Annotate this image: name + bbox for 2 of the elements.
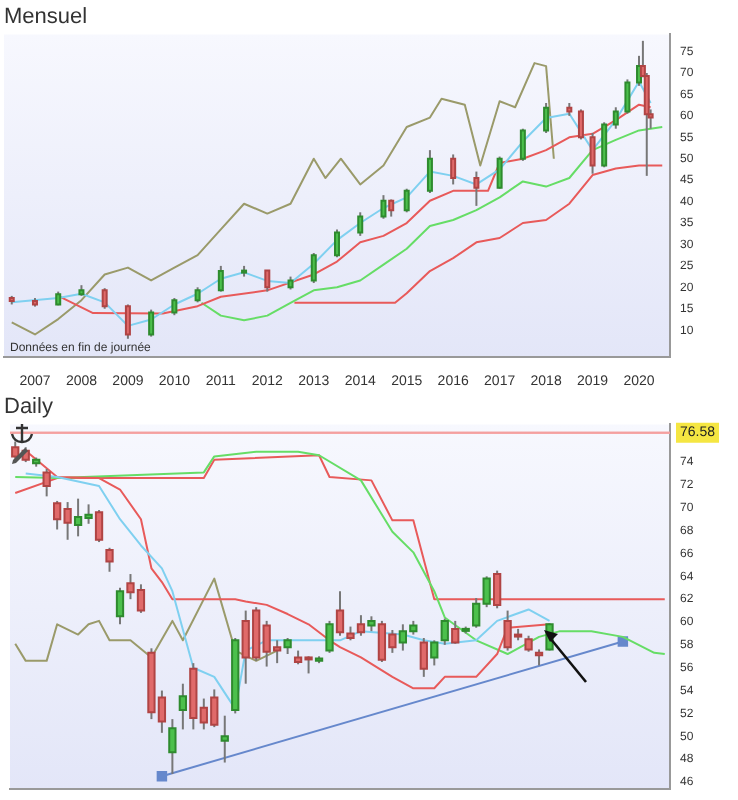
chart-title: Mensuel bbox=[4, 5, 88, 30]
chart-title: Daily bbox=[4, 395, 54, 420]
